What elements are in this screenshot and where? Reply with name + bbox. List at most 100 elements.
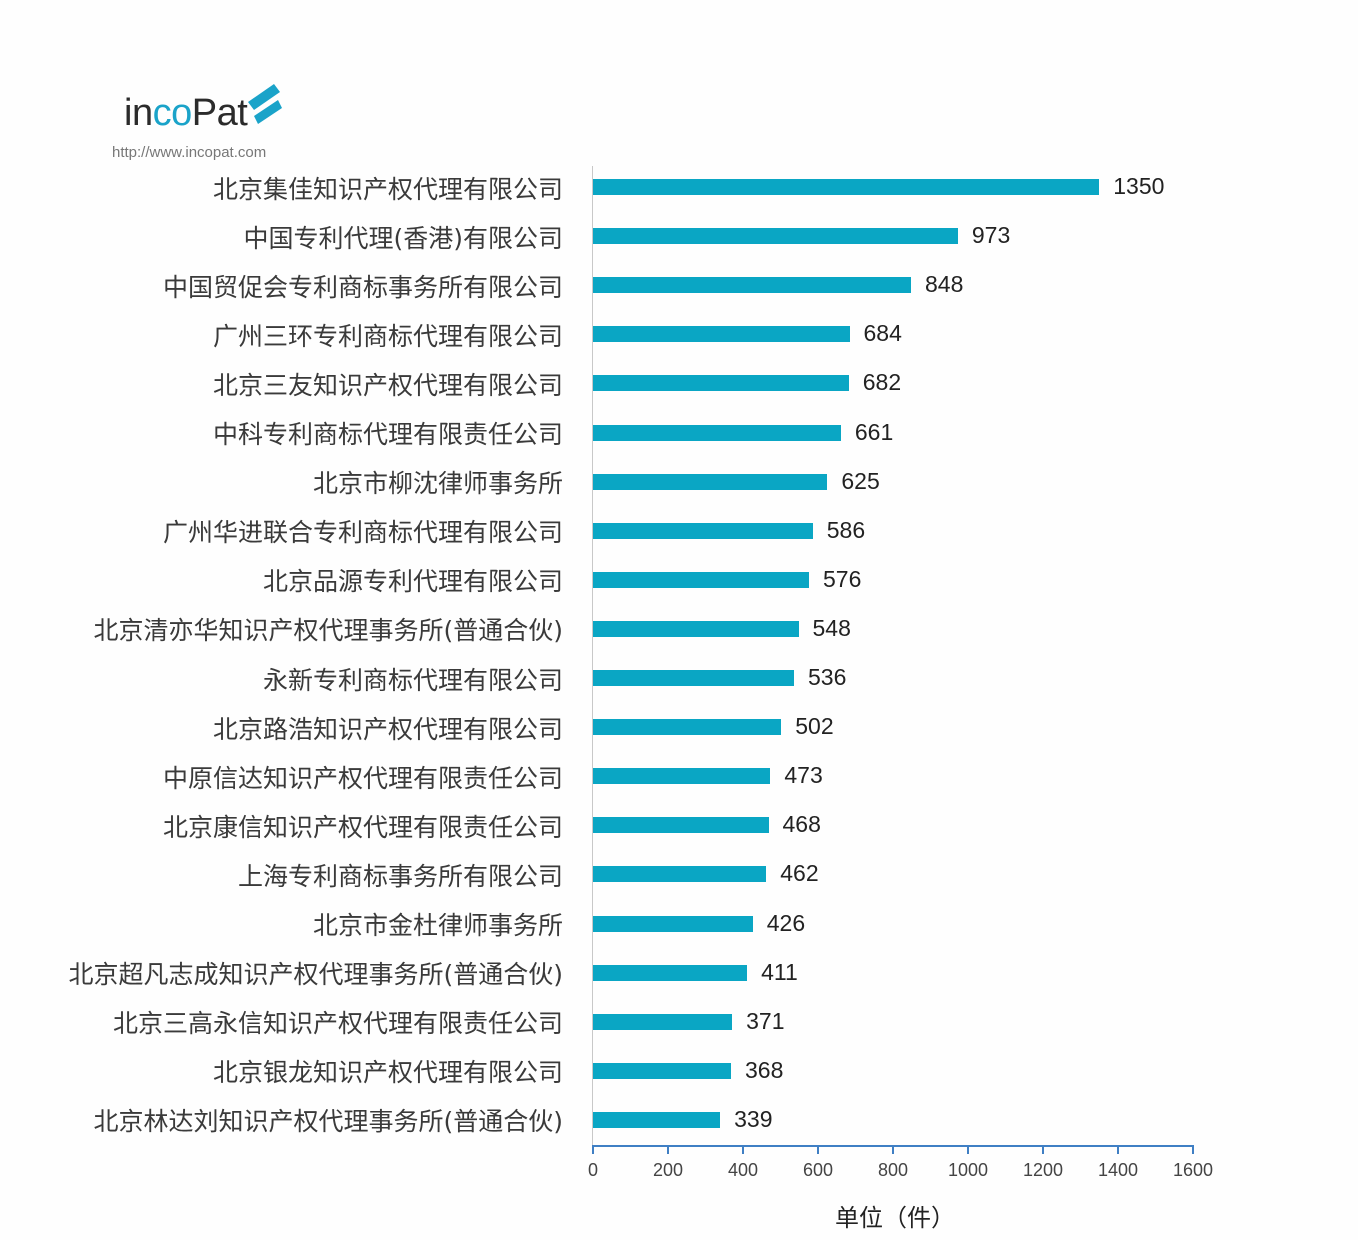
x-tick <box>892 1145 894 1154</box>
x-tick-label: 1600 <box>1172 1160 1214 1180</box>
bar-row: 北京市金杜律师事务所 426 <box>0 900 1358 949</box>
x-tick <box>967 1145 969 1154</box>
value-label: 462 <box>780 860 819 887</box>
logo-wordmark: incoPat <box>124 92 248 134</box>
category-label: 永新专利商标代理有限公司 <box>262 665 563 695</box>
value-label: 586 <box>826 516 866 543</box>
value-label: 411 <box>761 958 798 985</box>
bar <box>593 719 782 736</box>
category-label: 中科专利商标代理有限责任公司 <box>212 420 563 449</box>
bar <box>593 571 809 588</box>
value-label: 371 <box>746 1007 785 1034</box>
bar <box>593 277 911 294</box>
bar-row: 永新专利商标代理有限公司 536 <box>0 654 1358 703</box>
x-tick-label: 0 <box>587 1160 599 1180</box>
bar <box>593 1062 731 1079</box>
value-label: 661 <box>854 418 894 445</box>
category-label: 北京康信知识产权代理有限责任公司 <box>162 812 563 842</box>
x-tick <box>742 1145 744 1154</box>
bar-row: 北京超凡志成知识产权代理事务所(普通合伙) 411 <box>0 949 1358 998</box>
bar <box>593 964 748 981</box>
category-label: 北京林达刘知识产权代理事务所(普通合伙) <box>93 1107 563 1137</box>
incopat-logo: incoPat http://www.incopat.com <box>112 82 312 164</box>
category-label: 中国贸促会专利商标事务所有限公司 <box>162 272 563 302</box>
x-tick-label: 1400 <box>1097 1160 1139 1180</box>
x-tick-label: 1200 <box>1022 1160 1064 1180</box>
bar <box>593 228 958 245</box>
bar-row: 上海专利商标事务所有限公司 462 <box>0 850 1358 899</box>
value-label: 1350 <box>1113 173 1165 199</box>
bar <box>593 179 1100 195</box>
bar-row: 中科专利商标代理有限责任公司 661 <box>0 409 1358 458</box>
bar <box>593 817 769 834</box>
bar-row: 北京三高永信知识产权代理有限责任公司 371 <box>0 998 1358 1047</box>
category-label: 中国专利代理(香港)有限公司 <box>243 223 563 253</box>
bar-row: 中原信达知识产权代理有限责任公司 473 <box>0 752 1358 801</box>
value-label: 625 <box>841 467 880 494</box>
bar <box>593 1013 733 1030</box>
bar <box>593 424 841 441</box>
bar-row: 北京银龙知识产权代理有限公司 368 <box>0 1047 1358 1096</box>
x-tick <box>592 1145 594 1154</box>
category-label: 上海专利商标事务所有限公司 <box>237 861 563 891</box>
value-label: 339 <box>734 1105 773 1132</box>
value-label: 502 <box>795 713 834 740</box>
x-tick <box>1192 1145 1194 1154</box>
category-label: 北京路浩知识产权代理有限公司 <box>212 714 563 744</box>
value-label: 682 <box>862 369 902 396</box>
category-label: 北京市柳沈律师事务所 <box>312 469 563 499</box>
bar <box>593 1111 721 1128</box>
category-label: 北京市金杜律师事务所 <box>312 911 563 940</box>
bar-row: 北京市柳沈律师事务所 625 <box>0 458 1358 507</box>
logo-url: http://www.incopat.com <box>112 144 267 161</box>
y-axis-line <box>592 166 593 1146</box>
bar-row: 广州华进联合专利商标代理有限公司 586 <box>0 507 1358 556</box>
x-tick-label: 1000 <box>947 1160 989 1180</box>
value-label: 468 <box>782 811 821 838</box>
x-tick <box>667 1145 669 1154</box>
value-label: 576 <box>823 565 862 592</box>
bar <box>593 866 767 883</box>
bar-row: 北京康信知识产权代理有限责任公司 468 <box>0 801 1358 850</box>
category-label: 北京品源专利代理有限公司 <box>262 567 563 597</box>
category-label: 北京银龙知识产权代理有限公司 <box>212 1058 563 1088</box>
value-label: 548 <box>812 614 851 641</box>
bar-row: 北京林达刘知识产权代理事务所(普通合伙) 339 <box>0 1096 1358 1145</box>
bar-row: 广州三环专利商标代理有限公司 684 <box>0 310 1358 359</box>
category-label: 中原信达知识产权代理有限责任公司 <box>162 763 563 793</box>
value-label: 368 <box>745 1056 784 1083</box>
bar <box>593 522 813 539</box>
bar <box>593 915 753 932</box>
value-label: 684 <box>863 320 902 347</box>
category-label: 广州三环专利商标代理有限公司 <box>212 321 563 351</box>
bar-row: 北京清亦华知识产权代理事务所(普通合伙) 548 <box>0 605 1358 654</box>
value-label: 848 <box>925 271 964 298</box>
x-tick <box>1117 1145 1119 1154</box>
bar-row: 北京集佳知识产权代理有限公司 1350 <box>0 163 1358 212</box>
x-tick <box>817 1145 819 1154</box>
category-label: 广州华进联合专利商标代理有限公司 <box>162 518 563 548</box>
bar-row: 北京三友知识产权代理有限公司 682 <box>0 359 1358 408</box>
x-tick-label: 200 <box>652 1160 684 1180</box>
value-label: 426 <box>766 909 806 936</box>
category-label: 北京超凡志成知识产权代理事务所(普通合伙) <box>68 960 563 990</box>
x-tick-label: 800 <box>877 1160 909 1180</box>
category-label: 北京三高永信知识产权代理有限责任公司 <box>112 1009 563 1039</box>
logo-stripes-icon <box>248 84 282 124</box>
x-axis-title: 单位（件） <box>835 1204 955 1232</box>
bar-row: 中国贸促会专利商标事务所有限公司 848 <box>0 261 1358 310</box>
bar <box>593 473 828 490</box>
value-label: 973 <box>971 222 1011 249</box>
bar <box>593 768 771 785</box>
bar-row: 中国专利代理(香港)有限公司 973 <box>0 212 1358 261</box>
bar <box>593 620 799 637</box>
x-tick-label: 400 <box>727 1160 759 1180</box>
value-label: 473 <box>784 762 823 789</box>
category-label: 北京三友知识产权代理有限公司 <box>212 370 563 400</box>
bar-row: 北京品源专利代理有限公司 576 <box>0 556 1358 605</box>
category-label: 北京清亦华知识产权代理事务所(普通合伙) <box>93 616 563 646</box>
bar-row: 北京路浩知识产权代理有限公司 502 <box>0 703 1358 752</box>
bar <box>593 670 794 686</box>
bar <box>593 375 849 392</box>
